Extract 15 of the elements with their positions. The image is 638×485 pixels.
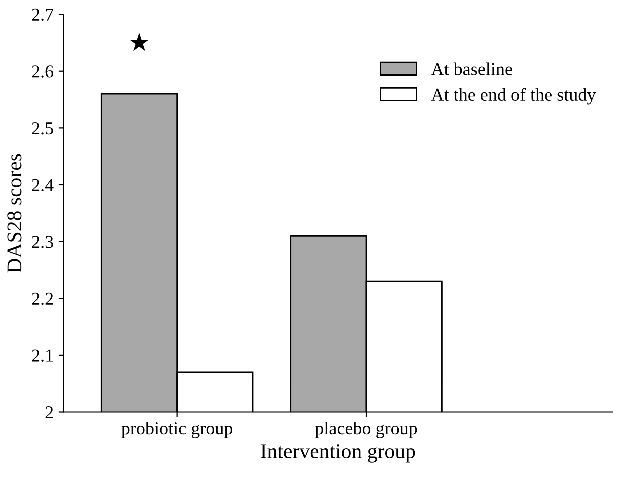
y-tick-label: 2.5 [32,122,54,135]
legend-label: At the end of the study [431,88,596,105]
y-tick-label: 2.2 [32,292,54,306]
y-tick-label: 2.6 [32,66,54,78]
legend-label: At baseline [431,62,512,76]
y-tick-label: 2 [46,406,54,419]
x-tick-label: probiotic group [122,422,233,438]
y-tick-label: 2.4 [32,179,54,192]
y-axis-title: DAS28 scores [8,154,22,273]
y-tick-label: 2.1 [32,350,53,362]
y-tick-label: 2.7 [32,8,54,22]
x-axis-title: Intervention group [261,444,416,463]
x-tick-label: placebo group [315,422,418,438]
y-tick-label: 2.3 [32,236,54,248]
annotation: ★ [130,33,150,52]
